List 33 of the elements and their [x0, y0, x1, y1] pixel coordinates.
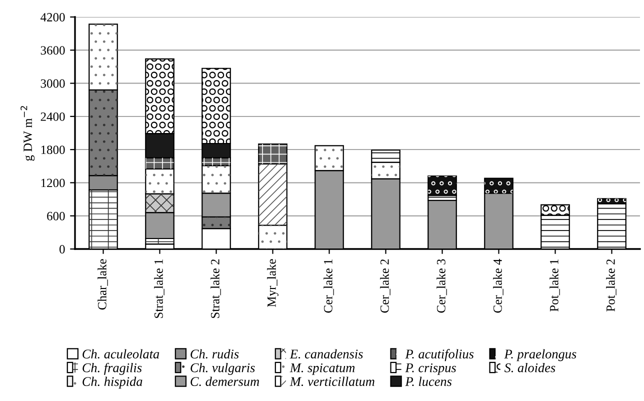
legend-label: Ch. vulgaris: [190, 362, 255, 375]
legend-label: Ch. rudis: [190, 349, 239, 359]
y-tick-label: 0: [60, 245, 65, 254]
legend-label: P. crispus: [405, 363, 456, 375]
x-tick-label: Myr_lake: [267, 259, 278, 307]
y-tick-label: 1200: [41, 178, 65, 188]
legend-label: P. acutifolius: [405, 349, 474, 362]
legend-label: P. lucens: [405, 376, 452, 386]
legend-label: Ch. aculeolata: [82, 349, 160, 359]
legend-label: M. verticillatum: [290, 376, 374, 386]
x-tick-label: Strat_lake 2: [210, 259, 221, 318]
x-tick-label: Strat_lake 1: [154, 259, 164, 318]
x-tick-label: Cer_lake 3: [436, 259, 447, 313]
x-tick-label: Pot_lake 2: [606, 259, 616, 312]
legend-label: C. demersum: [190, 376, 260, 386]
legend-label: Ch. hispida: [82, 376, 142, 389]
y-tick-label: 2400: [40, 112, 65, 121]
legend-label: S. aloides: [504, 362, 556, 372]
y-tick-label: 600: [47, 212, 65, 220]
legend-label: M. spicatum: [290, 363, 355, 375]
y-tick-label: 3000: [40, 79, 65, 88]
legend-label: E. canadensis: [290, 349, 363, 359]
legend-label: P. praelongus: [504, 349, 576, 362]
x-tick-label: Cer_lake 4: [493, 258, 504, 313]
x-tick-label: Cer_lake 2: [380, 259, 390, 313]
legend-label: Ch. fragilis: [82, 362, 142, 375]
y-axis-title: g DW m$^{−2}$: [20, 106, 35, 161]
x-tick-label: Cer_lake 1: [324, 259, 334, 313]
y-tick-label: 1800: [41, 146, 65, 154]
y-tick-label: 3600: [40, 46, 65, 55]
x-tick-label: Char_lake: [98, 259, 108, 310]
y-tick-label: 4200: [40, 13, 65, 22]
x-tick-label: Pot_lake 1: [550, 259, 560, 312]
